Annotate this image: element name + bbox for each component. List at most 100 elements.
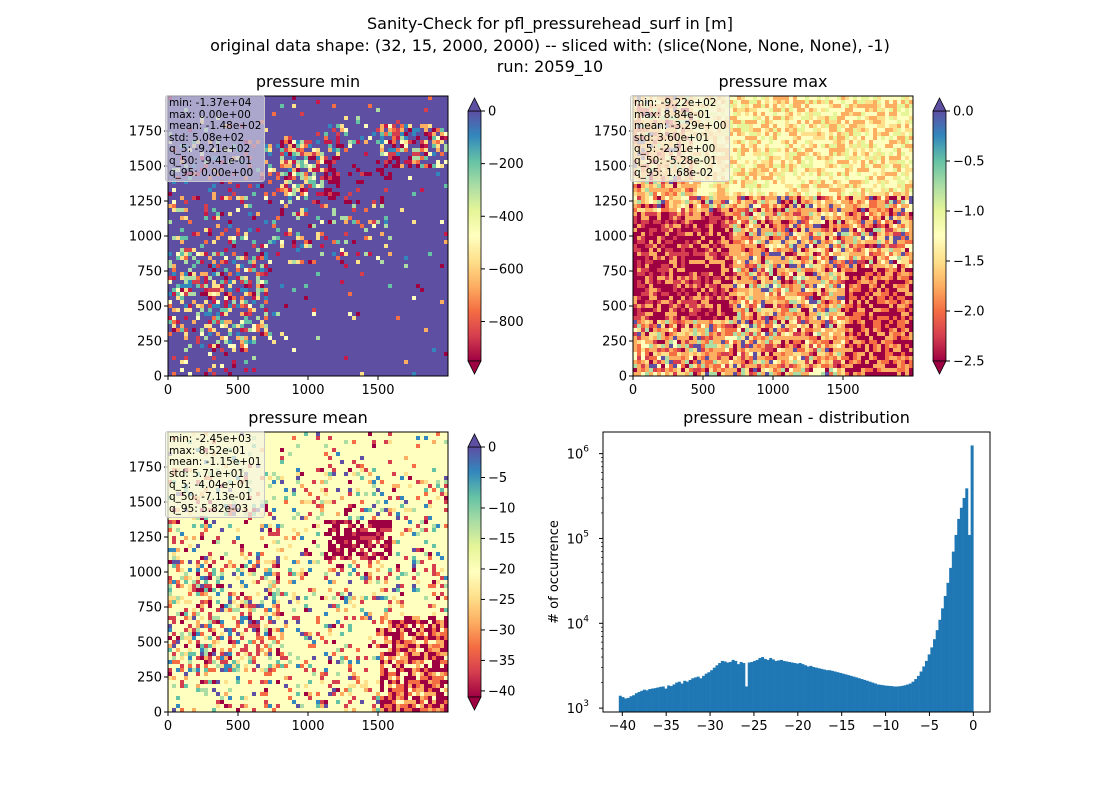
heatmap-cell: [829, 180, 833, 184]
heatmap-cell: [276, 172, 280, 176]
heatmap-cell: [196, 612, 200, 616]
heatmap-cell: [793, 344, 797, 348]
heatmap-cell: [312, 184, 316, 188]
heatmap-cell: [733, 212, 737, 216]
heatmap-cell: [785, 176, 789, 180]
heatmap-cell: [849, 168, 853, 172]
heatmap-cell: [841, 300, 845, 304]
heatmap-cell: [633, 304, 637, 308]
heatmap-cell: [661, 240, 665, 244]
heatmap-cell: [889, 200, 893, 204]
heatmap-cell: [444, 148, 448, 152]
heatmap-cell: [657, 204, 661, 208]
heatmap-cell: [809, 252, 813, 256]
heatmap-cell: [288, 200, 292, 204]
heatmap-cell: [176, 208, 180, 212]
heatmap-cell: [404, 160, 408, 164]
heatmap-cell: [436, 164, 440, 168]
heatmap-cell: [909, 172, 913, 176]
heatmap-cell: [192, 232, 196, 236]
heatmap-cell: [216, 292, 220, 296]
heatmap-cell: [733, 196, 737, 200]
heatmap-cell: [661, 312, 665, 316]
heatmap-cell: [689, 304, 693, 308]
heatmap-cell: [332, 220, 336, 224]
heatmap-cell: [833, 344, 837, 348]
heatmap-cell: [789, 356, 793, 360]
heatmap-cell: [781, 184, 785, 188]
heatmap-cell: [805, 128, 809, 132]
heatmap-cell: [753, 264, 757, 268]
heatmap-cell: [649, 356, 653, 360]
heatmap-cell: [701, 268, 705, 272]
heatmap-cell: [829, 204, 833, 208]
heatmap-cell: [348, 140, 352, 144]
heatmap-cell: [797, 328, 801, 332]
heatmap-cell: [280, 156, 284, 160]
heatmap-cell: [897, 268, 901, 272]
heatmap-cell: [777, 160, 781, 164]
heatmap-cell: [312, 308, 316, 312]
heatmap-cell: [861, 272, 865, 276]
heatmap-cell: [705, 332, 709, 336]
heatmap-cell: [729, 176, 733, 180]
heatmap-cell: [869, 280, 873, 284]
heatmap-cell: [749, 316, 753, 320]
heatmap-cell: [196, 336, 200, 340]
heatmap-cell: [897, 256, 901, 260]
heatmap-cell: [861, 316, 865, 320]
heatmap-cell: [424, 140, 428, 144]
heatmap-cell: [833, 324, 837, 328]
heatmap-cell: [641, 244, 645, 248]
heatmap-cell: [761, 200, 765, 204]
heatmap-cell: [869, 136, 873, 140]
heatmap-cell: [168, 252, 172, 256]
heatmap-cell: [649, 228, 653, 232]
heatmap-cell: [737, 168, 741, 172]
heatmap-cell: [745, 348, 749, 352]
heatmap-cell: [825, 296, 829, 300]
heatmap-cell: [669, 236, 673, 240]
heatmap-cell: [861, 364, 865, 368]
heatmap-cell: [829, 176, 833, 180]
heatmap-cell: [885, 372, 889, 376]
heatmap-cell: [184, 636, 188, 640]
heatmap-cell: [813, 196, 817, 200]
heatmap-cell: [909, 344, 913, 348]
heatmap-cell: [296, 168, 300, 172]
heatmap-cell: [248, 292, 252, 296]
heatmap-cell: [897, 116, 901, 120]
heatmap-cell: [276, 216, 280, 220]
heatmap-cell: [749, 112, 753, 116]
heatmap-cell: [733, 216, 737, 220]
heatmap-cell: [196, 252, 200, 256]
heatmap-cell: [869, 272, 873, 276]
heatmap-cell: [809, 128, 813, 132]
heatmap-cell: [757, 368, 761, 372]
heatmap-cell: [685, 344, 689, 348]
heatmap-cell: [857, 324, 861, 328]
heatmap-cell: [661, 356, 665, 360]
heatmap-cell: [813, 264, 817, 268]
heatmap-cell: [813, 240, 817, 244]
heatmap-cell: [773, 128, 777, 132]
heatmap-cell: [256, 184, 260, 188]
heatmap-cell: [637, 332, 641, 336]
heatmap-cell: [741, 316, 745, 320]
heatmap-cell: [344, 240, 348, 244]
heatmap-cell: [208, 352, 212, 356]
heatmap-cell: [749, 188, 753, 192]
heatmap-cell: [713, 368, 717, 372]
heatmap-cell: [817, 128, 821, 132]
heatmap-cell: [789, 236, 793, 240]
heatmap-cell: [633, 196, 637, 200]
heatmap-cell: [729, 236, 733, 240]
heatmap-cell: [805, 276, 809, 280]
heatmap-cell: [252, 264, 256, 268]
heatmap-cell: [909, 160, 913, 164]
heatmap-cell: [304, 144, 308, 148]
heatmap-cell: [765, 232, 769, 236]
heatmap-cell: [400, 208, 404, 212]
heatmap-cell: [777, 148, 781, 152]
heatmap-cell: [665, 276, 669, 280]
